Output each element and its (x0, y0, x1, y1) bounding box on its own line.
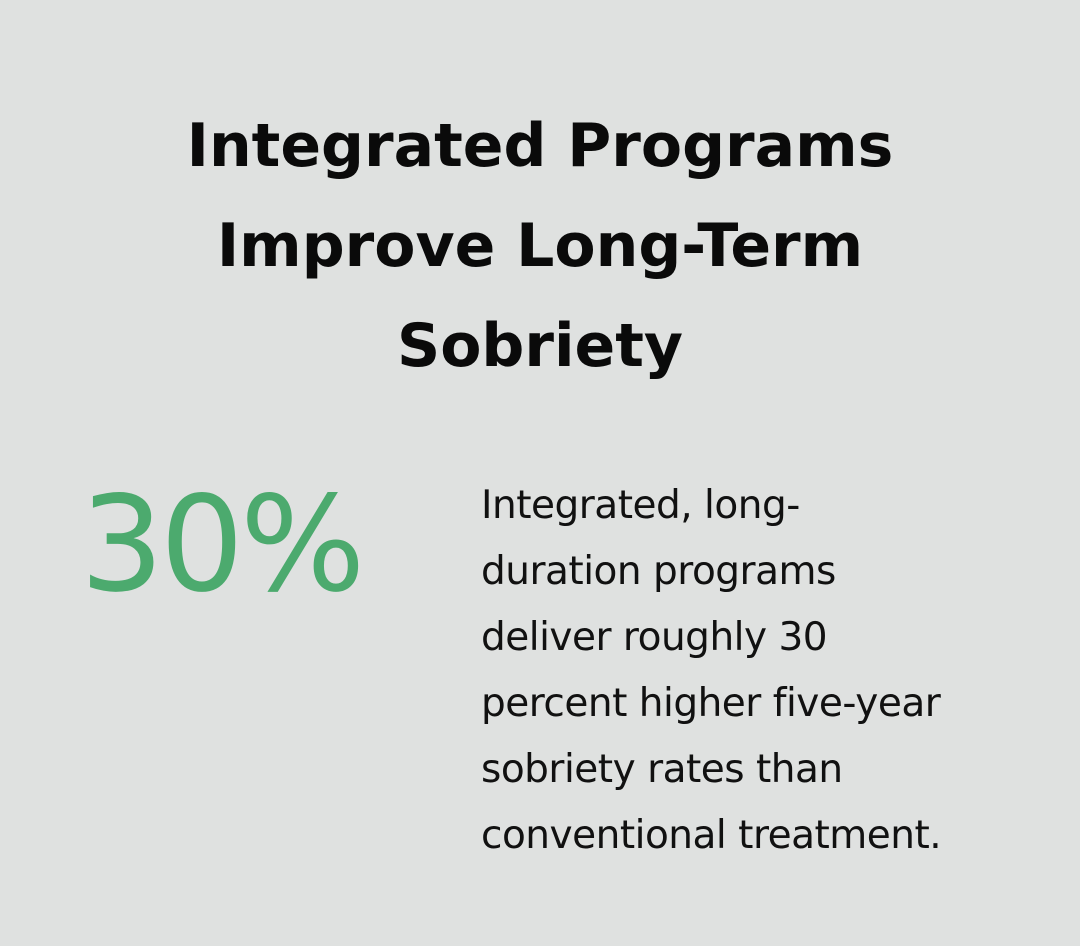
stat-description-line-6: conventional treatment. (481, 813, 942, 858)
stat-description: Integrated, long- duration programs deli… (481, 473, 1041, 869)
card-title-line-1: Integrated Programs (186, 111, 894, 181)
card-title-line-2: Improve Long-Term (216, 211, 864, 281)
stat-description-line-4: percent higher five-year (481, 681, 941, 726)
stat-description-line-1: Integrated, long- (481, 483, 800, 528)
card-title-line-3: Sobriety (396, 311, 684, 381)
stat-value: 30% (80, 468, 365, 622)
stat-description-line-5: sobriety rates than (481, 747, 843, 792)
stat-description-line-3: deliver roughly 30 (481, 615, 828, 660)
card-title: Integrated Programs Improve Long-Term So… (90, 96, 990, 396)
stat-description-line-2: duration programs (481, 549, 836, 594)
